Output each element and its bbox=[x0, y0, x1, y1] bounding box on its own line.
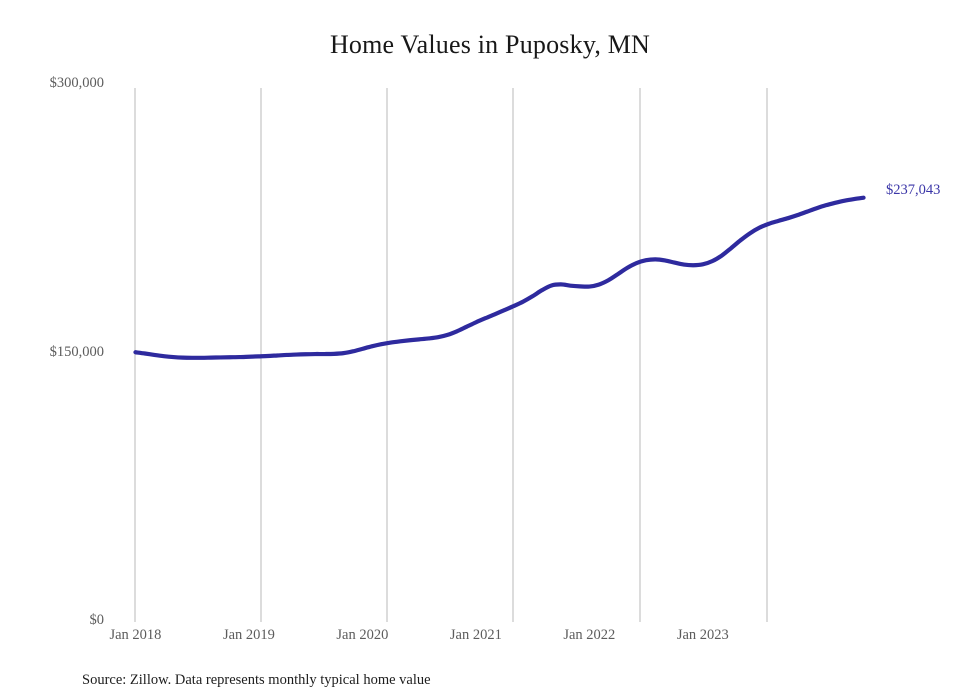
y-tick-label: $150,000 bbox=[49, 343, 104, 360]
source-note: Source: Zillow. Data represents monthly … bbox=[82, 672, 431, 688]
x-tick-label: Jan 2019 bbox=[222, 627, 275, 643]
x-tick-label: Jan 2020 bbox=[336, 627, 389, 643]
x-tick-label: Jan 2022 bbox=[563, 627, 616, 643]
y-tick-label: $0 bbox=[89, 612, 105, 628]
end-value-annotation: $237,043 bbox=[886, 182, 941, 198]
page-title: Home Values in Puposky, MN bbox=[329, 30, 651, 59]
home-value-line bbox=[133, 195, 866, 360]
x-tick-label: Jan 2021 bbox=[449, 627, 502, 643]
gridlines-group bbox=[134, 88, 768, 622]
y-tick-label: $300,000 bbox=[49, 75, 104, 91]
x-tick-label: Jan 2018 bbox=[109, 627, 162, 643]
x-tick-label: Jan 2023 bbox=[676, 627, 729, 643]
